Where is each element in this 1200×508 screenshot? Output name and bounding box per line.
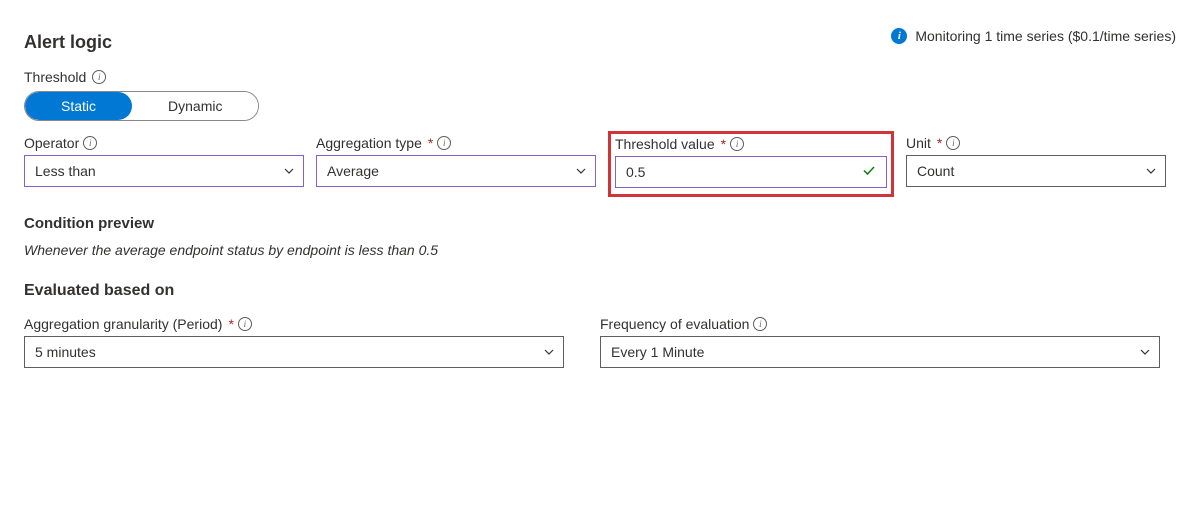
- chevron-down-icon: [575, 165, 587, 177]
- monitoring-info-banner: i Monitoring 1 time series ($0.1/time se…: [891, 28, 1176, 44]
- granularity-select[interactable]: 5 minutes: [24, 336, 564, 368]
- granularity-field: Aggregation granularity (Period) * i 5 m…: [24, 316, 564, 368]
- threshold-label: Threshold: [24, 69, 86, 85]
- unit-select[interactable]: Count: [906, 155, 1166, 187]
- required-marker: *: [721, 136, 726, 152]
- chevron-down-icon: [543, 346, 555, 358]
- chevron-down-icon: [1145, 165, 1157, 177]
- unit-value: Count: [917, 163, 954, 179]
- required-marker: *: [937, 135, 942, 151]
- info-icon[interactable]: i: [730, 137, 744, 151]
- aggregation-field: Aggregation type * i Average: [316, 135, 596, 197]
- operator-value: Less than: [35, 163, 96, 179]
- frequency-label: Frequency of evaluation: [600, 316, 749, 332]
- condition-preview-text: Whenever the average endpoint status by …: [24, 242, 1176, 258]
- frequency-field: Frequency of evaluation i Every 1 Minute: [600, 316, 1160, 368]
- aggregation-label: Aggregation type: [316, 135, 422, 151]
- info-icon[interactable]: i: [437, 136, 451, 150]
- threshold-toggle: Static Dynamic: [24, 91, 259, 121]
- threshold-value-text: 0.5: [626, 164, 645, 180]
- threshold-value-input[interactable]: 0.5: [615, 156, 887, 188]
- granularity-label: Aggregation granularity (Period): [24, 316, 222, 332]
- operator-label: Operator: [24, 135, 79, 151]
- unit-label: Unit: [906, 135, 931, 151]
- chevron-down-icon: [1139, 346, 1151, 358]
- threshold-value-field: Threshold value * i 0.5: [615, 136, 887, 188]
- aggregation-select[interactable]: Average: [316, 155, 596, 187]
- info-icon[interactable]: i: [946, 136, 960, 150]
- checkmark-icon: [862, 164, 876, 181]
- threshold-value-label: Threshold value: [615, 136, 715, 152]
- info-icon[interactable]: i: [753, 317, 767, 331]
- required-marker: *: [228, 316, 233, 332]
- threshold-dynamic-option[interactable]: Dynamic: [132, 92, 258, 120]
- chevron-down-icon: [283, 165, 295, 177]
- operator-field: Operator i Less than: [24, 135, 304, 197]
- condition-preview-heading: Condition preview: [24, 215, 1176, 232]
- info-icon[interactable]: i: [238, 317, 252, 331]
- info-icon: i: [891, 28, 907, 44]
- unit-field: Unit * i Count: [906, 135, 1166, 197]
- threshold-value-highlight: Threshold value * i 0.5: [608, 131, 894, 197]
- frequency-value: Every 1 Minute: [611, 344, 704, 360]
- required-marker: *: [428, 135, 433, 151]
- granularity-value: 5 minutes: [35, 344, 96, 360]
- info-icon[interactable]: i: [83, 136, 97, 150]
- operator-select[interactable]: Less than: [24, 155, 304, 187]
- evaluated-based-on-heading: Evaluated based on: [24, 282, 1176, 300]
- monitoring-info-text: Monitoring 1 time series ($0.1/time seri…: [915, 28, 1176, 44]
- threshold-label-row: Threshold i: [24, 69, 1176, 85]
- aggregation-value: Average: [327, 163, 379, 179]
- frequency-select[interactable]: Every 1 Minute: [600, 336, 1160, 368]
- threshold-static-option[interactable]: Static: [25, 92, 132, 120]
- info-icon[interactable]: i: [92, 70, 106, 84]
